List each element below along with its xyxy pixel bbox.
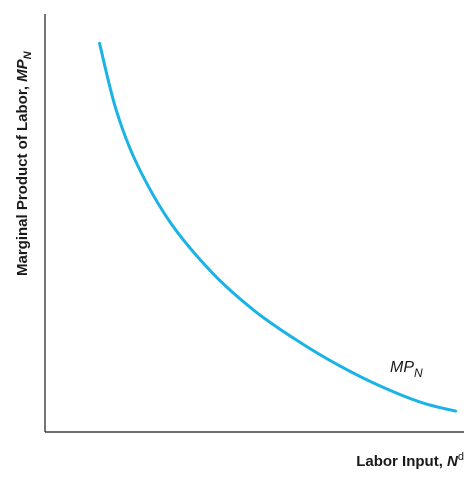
y-axis-label-text: Marginal Product of Labor, [14,82,31,276]
x-axis-label-superscript: d [458,451,464,463]
mpn-curve [98,41,458,413]
y-axis-label: Marginal Product of Labor, MPN [14,50,34,276]
x-axis-label-var: N [447,453,459,470]
curve-label-main: MP [390,359,414,376]
x-axis-label-text: Labor Input, [356,453,447,470]
x-axis-label: Labor Input, Nd [356,451,464,470]
curve-label-subscript: N [414,366,423,380]
y-axis-label-subscript: N [22,50,34,59]
y-axis-label-var: MP [14,58,31,81]
curve-label-mpn: MPN [390,359,423,380]
